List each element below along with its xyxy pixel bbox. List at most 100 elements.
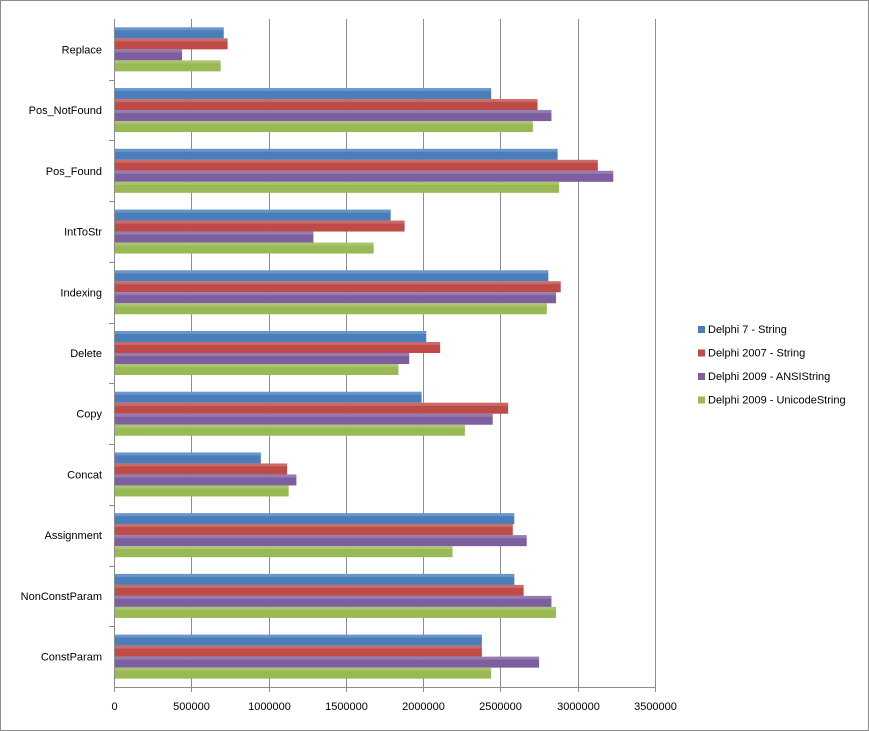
bar-highlight bbox=[114, 209, 391, 213]
x-tick-label: 3000000 bbox=[557, 701, 600, 713]
bar-highlight bbox=[114, 463, 288, 467]
bar-highlight bbox=[114, 595, 552, 599]
category-label: Assignment bbox=[45, 530, 102, 542]
x-tick-label: 1500000 bbox=[325, 701, 368, 713]
bar bbox=[114, 513, 515, 525]
bar bbox=[114, 88, 492, 100]
bar bbox=[114, 60, 221, 72]
bar-highlight bbox=[114, 413, 493, 417]
legend-label: Delphi 2009 - ANSIString bbox=[708, 371, 830, 383]
legend-label: Delphi 2009 - UnicodeString bbox=[708, 395, 846, 407]
bar bbox=[114, 535, 527, 547]
bar-highlight bbox=[114, 656, 540, 660]
bar bbox=[114, 546, 453, 558]
legend-label: Delphi 7 - String bbox=[708, 324, 787, 336]
bar-highlight bbox=[114, 49, 183, 53]
bar bbox=[114, 424, 465, 436]
category-label: Copy bbox=[76, 409, 102, 421]
bar-highlight bbox=[114, 606, 557, 610]
bar bbox=[114, 667, 492, 679]
bar-highlight bbox=[114, 452, 261, 456]
bar bbox=[114, 524, 513, 536]
category-label: IntToStr bbox=[64, 227, 102, 239]
bar bbox=[114, 121, 533, 133]
bar bbox=[114, 364, 399, 375]
bar bbox=[114, 584, 524, 596]
bar bbox=[114, 49, 183, 61]
bar-highlight bbox=[114, 38, 228, 42]
bar bbox=[114, 281, 561, 293]
bar bbox=[114, 573, 515, 585]
bar bbox=[114, 181, 560, 193]
bar bbox=[114, 645, 482, 657]
bar bbox=[114, 474, 297, 486]
bar bbox=[114, 110, 552, 122]
bar-highlight bbox=[114, 110, 552, 114]
bar-highlight bbox=[114, 148, 558, 152]
bar-highlight bbox=[114, 170, 614, 174]
legend-swatch bbox=[698, 373, 705, 380]
category-label: Indexing bbox=[60, 287, 102, 299]
bar bbox=[114, 292, 557, 304]
legend-label: Delphi 2007 - String bbox=[708, 348, 805, 360]
bar bbox=[114, 220, 405, 232]
bar-highlight bbox=[114, 584, 524, 588]
bar bbox=[114, 270, 549, 282]
bar bbox=[114, 242, 374, 254]
bar-highlight bbox=[114, 121, 533, 125]
bar-highlight bbox=[114, 424, 465, 428]
bar-highlight bbox=[114, 485, 289, 489]
x-tick-label: 2000000 bbox=[402, 701, 445, 713]
bar bbox=[114, 331, 427, 342]
bar bbox=[114, 402, 509, 414]
x-tick-label: 3500000 bbox=[634, 701, 677, 713]
legend-swatch bbox=[698, 396, 705, 404]
bar-highlight bbox=[114, 474, 297, 478]
category-label: ConstParam bbox=[41, 652, 102, 664]
bar bbox=[114, 634, 482, 646]
bar bbox=[114, 303, 547, 315]
bar-highlight bbox=[114, 281, 561, 285]
bar bbox=[114, 595, 552, 607]
category-label: Replace bbox=[62, 44, 102, 56]
bar-highlight bbox=[114, 402, 509, 406]
bar bbox=[114, 485, 289, 497]
x-tick-label: 500000 bbox=[173, 701, 210, 713]
bar-highlight bbox=[114, 270, 549, 274]
bar bbox=[114, 38, 228, 50]
bar-highlight bbox=[114, 303, 547, 307]
bar-highlight bbox=[114, 353, 410, 356]
category-label: NonConstParam bbox=[21, 591, 102, 603]
bar-highlight bbox=[114, 88, 492, 92]
bar-highlight bbox=[114, 331, 427, 334]
bar-highlight bbox=[114, 181, 560, 185]
bar-highlight bbox=[114, 27, 224, 31]
bar-highlight bbox=[114, 242, 374, 246]
bar bbox=[114, 27, 224, 39]
bar-highlight bbox=[114, 159, 598, 163]
x-tick-label: 0 bbox=[111, 701, 117, 713]
bar bbox=[114, 170, 614, 182]
bar bbox=[114, 606, 557, 618]
bar bbox=[114, 231, 314, 243]
bar bbox=[114, 209, 391, 221]
bar-highlight bbox=[114, 364, 399, 367]
bar-highlight bbox=[114, 231, 314, 235]
bar bbox=[114, 463, 288, 475]
category-label: Delete bbox=[70, 348, 102, 360]
bar bbox=[114, 342, 441, 353]
bar bbox=[114, 159, 598, 171]
legend-swatch bbox=[698, 349, 705, 357]
bar bbox=[114, 353, 410, 364]
bar-highlight bbox=[114, 645, 482, 649]
bar-highlight bbox=[114, 342, 441, 345]
x-tick-label: 1000000 bbox=[248, 701, 291, 713]
bar bbox=[114, 413, 493, 425]
category-label: Concat bbox=[67, 469, 102, 481]
bar-highlight bbox=[114, 513, 515, 517]
bar bbox=[114, 148, 558, 160]
bar bbox=[114, 391, 422, 403]
x-tick-label: 2500000 bbox=[479, 701, 522, 713]
